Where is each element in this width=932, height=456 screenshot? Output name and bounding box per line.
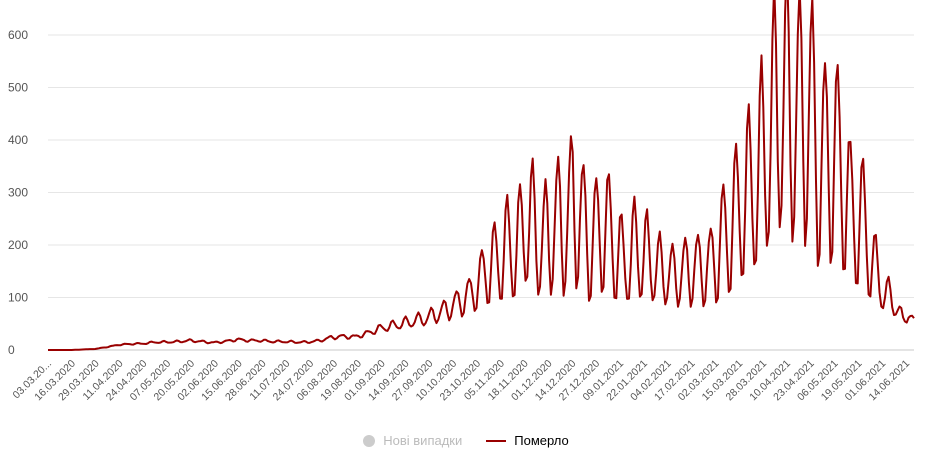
- y-tick-label: 400: [8, 133, 28, 147]
- legend-line-icon: [486, 439, 507, 442]
- series-layer: [48, 0, 915, 351]
- y-axis-ticks: 0 100 200 300 400 500 600: [8, 28, 28, 357]
- legend-label-new-cases: Нові випадки: [383, 433, 463, 448]
- y-tick-label: 600: [8, 28, 28, 42]
- y-tick-label: 100: [8, 291, 28, 305]
- y-tick-label: 200: [8, 238, 28, 252]
- y-tick-label: 0: [8, 343, 15, 357]
- y-tick-label: 300: [8, 186, 28, 200]
- y-tick-label: 500: [8, 81, 28, 95]
- legend: Нові випадки Померло: [0, 433, 932, 448]
- legend-item-new-cases[interactable]: Нові випадки: [363, 433, 462, 448]
- legend-item-deaths[interactable]: Померло: [486, 433, 569, 448]
- legend-dot-icon: [363, 434, 376, 447]
- gridlines: [48, 34, 914, 298]
- series-line-deaths: [48, 0, 915, 351]
- legend-label-deaths: Померло: [514, 433, 569, 448]
- x-axis-ticks: 03.03.20...16.03.202029.03.202011.04.202…: [11, 358, 913, 404]
